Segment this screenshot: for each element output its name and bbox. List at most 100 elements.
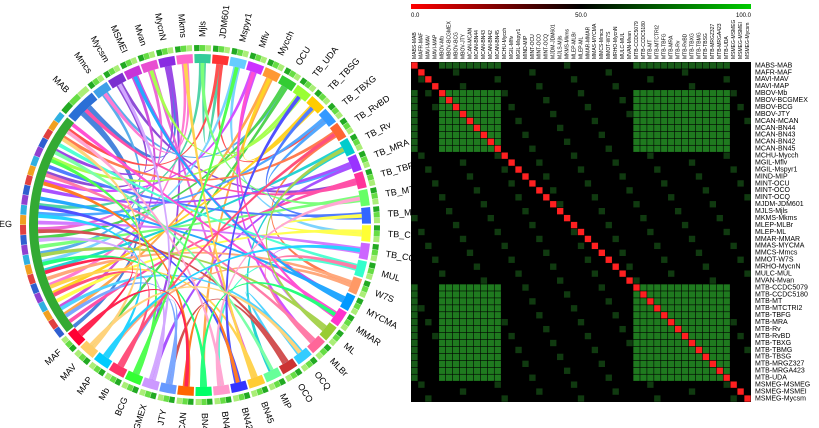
heatmap-cell [459, 332, 467, 340]
outer-ring-segment [119, 61, 128, 70]
heatmap-cell [723, 353, 730, 361]
heatmap-cell [695, 124, 703, 132]
heatmap-cell [445, 103, 453, 111]
heatmap-cell [494, 298, 501, 305]
heatmap-cell [432, 103, 439, 111]
heatmap-cell [661, 298, 668, 305]
heatmap-cell [508, 180, 515, 187]
heatmap-cell [709, 291, 717, 298]
heatmap-cell [480, 277, 488, 284]
heatmap-cell [723, 96, 730, 104]
heatmap-cell [640, 346, 647, 354]
heatmap-cell [654, 374, 661, 381]
heatmap-cell [640, 339, 647, 347]
heatmap-cell [529, 180, 536, 187]
heatmap-cell [640, 96, 647, 104]
heatmap-cell [668, 291, 675, 298]
outer-ring-segment [285, 374, 293, 383]
heatmap-cell [439, 346, 446, 354]
ribbon-bcg [50, 158, 157, 376]
ribbon-mmcs [104, 85, 287, 158]
heatmap-cell [439, 367, 446, 374]
heatmap-cell [661, 305, 668, 312]
heatmap-col-label: MCAN-BN43 [481, 30, 487, 59]
heatmap-cell [487, 110, 494, 118]
heatmap-cell [633, 346, 640, 354]
heatmap-cell [661, 180, 668, 187]
heatmap-cell [640, 90, 647, 97]
heatmap-cell [716, 339, 723, 347]
heatmap-cell [702, 110, 710, 118]
heatmap-cell [466, 291, 474, 298]
group-arc-ocu [277, 75, 297, 92]
heatmap-cell [487, 339, 494, 347]
heatmap-cell [681, 367, 689, 374]
heatmap-cell [654, 242, 661, 250]
heatmap-cell [674, 90, 682, 97]
heatmap-cell [716, 284, 723, 291]
heatmap-cell [543, 173, 550, 180]
heatmap-cell [633, 201, 640, 208]
chord-label: MUL [380, 269, 401, 284]
heatmap-cell [654, 166, 661, 173]
heatmap-cell [702, 263, 710, 270]
heatmap-cell [459, 291, 467, 298]
outer-ring-segment [93, 365, 102, 374]
heatmap-cell [681, 353, 689, 361]
heatmap-cell [452, 145, 460, 152]
outer-ring-segment [368, 262, 376, 269]
heatmap-cell [702, 124, 710, 132]
heatmap-cell [452, 353, 460, 361]
outer-ring-segment [288, 70, 297, 79]
heatmap-cell [452, 138, 460, 145]
heatmap-cell [459, 96, 467, 104]
heatmap-cell [709, 298, 717, 305]
outer-ring-segment [362, 161, 371, 169]
heatmap-cell [536, 312, 543, 319]
heatmap-cell [640, 360, 647, 368]
heatmap-cell [681, 312, 689, 319]
outer-ring-segment [335, 329, 344, 338]
heatmap-cell [688, 346, 696, 354]
heatmap-cell [619, 325, 626, 333]
outer-ring-segment [225, 396, 232, 404]
group-arc-bn43 [212, 384, 231, 396]
heatmap-cell [688, 374, 696, 381]
heatmap-cell [508, 332, 515, 340]
heatmap-cell [550, 187, 557, 194]
outer-ring-segment [212, 45, 219, 52]
heatmap-cell [452, 332, 460, 340]
heatmap-cell [529, 69, 536, 76]
outer-ring-segment [96, 74, 105, 83]
heatmap-cell [529, 298, 536, 305]
heatmap-cell [709, 312, 717, 319]
outer-ring-segment [43, 128, 54, 140]
heatmap-col-label: MCAN-MCAN [467, 28, 473, 59]
heatmap-cell [459, 110, 467, 118]
heatmap-cell [654, 339, 661, 347]
outer-ring-segment [148, 51, 156, 59]
heatmap-cell [445, 284, 453, 291]
heatmap-col-label: MGIL-Mflv [509, 35, 515, 59]
heatmap-cell [411, 110, 418, 118]
heatmap-cell [473, 291, 481, 298]
heatmap-cell [445, 298, 453, 305]
heatmap-cell [668, 284, 675, 291]
heatmap-cell [702, 367, 710, 374]
heatmap-cell [452, 221, 460, 229]
outer-ring-segment [349, 133, 358, 142]
heatmap-row-label: MTB-UDA [755, 375, 787, 382]
heatmap-cell [459, 62, 467, 69]
heatmap-cell [473, 187, 481, 194]
heatmap-row-label: MCAN-BN43 [755, 132, 796, 139]
heatmap-cell [668, 270, 675, 277]
outer-ring-segment [293, 73, 302, 82]
heatmap-cell [668, 298, 675, 305]
heatmap-cell [730, 395, 737, 402]
heatmap-row-label: MGIL-Mflv [755, 159, 788, 166]
heatmap-cell [612, 159, 619, 166]
heatmap-cell [674, 284, 682, 291]
heatmap-cell [702, 325, 710, 333]
outer-ring-segment [334, 111, 344, 120]
heatmap-cell [640, 298, 647, 305]
